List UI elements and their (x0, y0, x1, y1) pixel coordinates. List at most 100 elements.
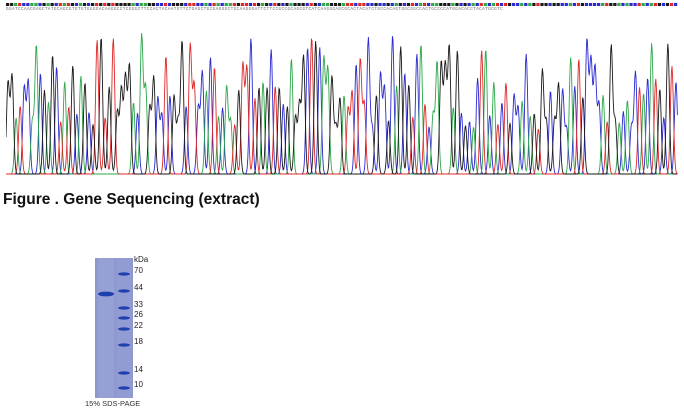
quality-bar (115, 3, 119, 6)
base-call-sequence: GGATCCAACGAGCTATGCAGCGTGTGTGGGGACAAGGCCT… (6, 7, 504, 12)
quality-bar (588, 3, 593, 6)
quality-bar (402, 3, 406, 6)
quality-bar (147, 3, 151, 6)
quality-bar (285, 3, 289, 6)
base-quality-bars (6, 3, 678, 6)
quality-bar (524, 3, 528, 6)
quality-bar (516, 3, 520, 6)
quality-bar (443, 3, 447, 6)
quality-bar (528, 3, 532, 6)
quality-bar (54, 3, 58, 6)
quality-bar (204, 3, 208, 6)
quality-bar (410, 3, 415, 6)
quality-bar (42, 3, 46, 6)
quality-bar (95, 3, 99, 6)
quality-bar (422, 3, 427, 6)
quality-bar (50, 3, 54, 6)
quality-bar (512, 3, 516, 6)
gel-image (95, 258, 133, 398)
quality-bar (439, 3, 443, 6)
chromatogram-trace (6, 33, 678, 175)
quality-bar (633, 3, 637, 6)
ladder-bands (118, 272, 130, 390)
marker-label-44: 44 (134, 283, 143, 292)
quality-bar (653, 3, 657, 6)
gel-unit-label: kDa (134, 255, 149, 264)
quality-bar (151, 3, 155, 6)
quality-bar (390, 3, 394, 6)
quality-bar (479, 3, 483, 6)
quality-bar (451, 3, 455, 6)
marker-label-14: 14 (134, 365, 143, 374)
quality-bar (617, 3, 621, 6)
ladder-band (118, 371, 130, 375)
quality-bar (548, 3, 552, 6)
quality-bar (143, 3, 147, 6)
quality-bar (552, 3, 556, 6)
quality-bar (131, 3, 135, 6)
quality-bar (176, 3, 180, 6)
quality-bar (540, 3, 544, 6)
quality-bar (382, 3, 386, 6)
quality-bar (301, 3, 305, 6)
quality-bar (354, 3, 358, 6)
quality-bar (597, 3, 601, 6)
ladder-band (118, 306, 130, 310)
quality-bar (580, 3, 585, 6)
quality-bar (475, 3, 479, 6)
quality-bar (398, 3, 402, 6)
quality-bar (568, 3, 572, 6)
quality-bar (491, 3, 496, 6)
quality-bar (471, 3, 475, 6)
quality-bar (358, 3, 362, 6)
marker-label-22: 22 (134, 321, 143, 330)
quality-bar (661, 3, 666, 6)
quality-bar (350, 3, 354, 6)
quality-bar (637, 3, 641, 6)
quality-bar (289, 3, 293, 6)
quality-bar (66, 3, 70, 6)
quality-bar (463, 3, 467, 6)
quality-bar (82, 3, 87, 6)
marker-label-10: 10 (134, 380, 143, 389)
quality-bar (70, 3, 75, 6)
quality-bar (503, 3, 508, 6)
quality-bar (418, 3, 423, 6)
quality-bar (62, 3, 66, 6)
quality-bar (38, 3, 42, 6)
quality-bar (621, 3, 625, 6)
quality-bar (366, 3, 370, 6)
quality-bar (325, 3, 330, 6)
quality-bar (265, 3, 269, 6)
quality-bar (139, 3, 143, 6)
quality-bar (605, 3, 609, 6)
quality-bar (236, 3, 240, 6)
quality-bar (269, 3, 273, 6)
quality-bar (447, 3, 451, 6)
quality-bar (58, 3, 62, 6)
quality-bar (507, 3, 512, 6)
quality-bar (188, 3, 192, 6)
quality-bar (281, 3, 285, 6)
quality-bar (18, 3, 22, 6)
quality-bar (46, 3, 50, 6)
quality-bar (333, 3, 338, 6)
quality-bar (119, 3, 123, 6)
quality-bar (337, 3, 342, 6)
quality-bar (435, 3, 439, 6)
quality-bar (673, 3, 678, 6)
quality-bar (592, 3, 597, 6)
quality-bar (216, 3, 220, 6)
quality-bar (649, 3, 653, 6)
quality-bar (34, 3, 38, 6)
quality-bar (455, 3, 459, 6)
quality-bar (665, 3, 670, 6)
marker-label-70: 70 (134, 266, 143, 275)
quality-bar (601, 3, 605, 6)
quality-bar (406, 3, 411, 6)
quality-bar (499, 3, 504, 6)
quality-bar (86, 3, 91, 6)
marker-label-26: 26 (134, 310, 143, 319)
quality-bar (22, 3, 26, 6)
quality-bar (159, 3, 164, 6)
